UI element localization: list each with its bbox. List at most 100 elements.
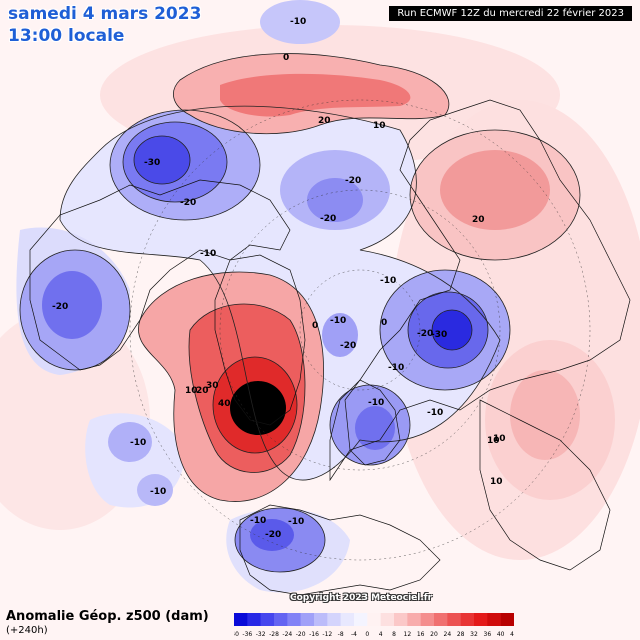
contour-label: -10 bbox=[130, 438, 146, 448]
contour-greenland-2 bbox=[188, 303, 306, 473]
contour-labels: -10 0 -30 -20 20 10 -20 -20 20 -10 -20 -… bbox=[52, 17, 506, 540]
legend-tick-label: -24 bbox=[282, 631, 292, 638]
contour-label: -20 bbox=[345, 176, 361, 186]
blue-anomaly-small-1 bbox=[322, 313, 358, 357]
contour-label: -30 bbox=[431, 330, 447, 340]
contour-north-band bbox=[173, 53, 450, 135]
latitude-ring-outer bbox=[129, 99, 591, 561]
contour-label: 0 bbox=[283, 53, 289, 63]
legend-tick-label: -28 bbox=[269, 631, 279, 638]
legend-swatch bbox=[247, 613, 261, 626]
contour-alaska-1 bbox=[109, 109, 261, 221]
legend-swatch bbox=[447, 613, 461, 626]
legend-swatch bbox=[340, 613, 355, 626]
contour-label: -10 bbox=[150, 487, 166, 497]
legend-swatch bbox=[314, 613, 328, 626]
legend-tick-label: 28 bbox=[457, 631, 465, 638]
legend-swatch bbox=[367, 613, 381, 626]
legend-tick-label: -12 bbox=[322, 631, 332, 638]
contour-label: -20 bbox=[340, 341, 356, 351]
legend-tick-label: -40 bbox=[234, 631, 239, 638]
blue-anomaly-russia-core bbox=[432, 310, 472, 350]
run-info-banner: Run ECMWF 12Z du mercredi 22 février 202… bbox=[389, 6, 632, 21]
contour-label: 10 bbox=[493, 434, 506, 444]
blue-anomaly-scandinavia-core bbox=[355, 406, 395, 450]
color-legend: -40-36-32-28-24-20-16-12-8-4048121620242… bbox=[234, 613, 514, 638]
red-anomaly-asia-core bbox=[510, 370, 580, 460]
legend-swatch bbox=[380, 613, 395, 626]
grid-lines bbox=[129, 99, 591, 561]
contour-label: -20 bbox=[265, 530, 281, 540]
legend-tick-label: 40 bbox=[497, 631, 505, 638]
contour-label: 0 bbox=[381, 318, 387, 328]
legend-swatch bbox=[260, 613, 275, 626]
blue-anomaly-mediterranean-core bbox=[250, 519, 294, 551]
contour-russia-2 bbox=[407, 291, 489, 369]
contour-label: 20 bbox=[318, 116, 331, 126]
legend-swatch bbox=[407, 613, 421, 626]
red-anomaly-north-band-core bbox=[220, 73, 411, 117]
map-variable-label: Anomalie Géop. z500 (dam) bbox=[6, 609, 209, 624]
blue-anomaly-small-3 bbox=[137, 474, 173, 506]
legend-swatch bbox=[354, 613, 368, 626]
legend-swatch bbox=[474, 613, 488, 626]
legend-tick-label: -8 bbox=[338, 631, 344, 638]
contour-label: -10 bbox=[290, 17, 306, 27]
legend-tick-label: 36 bbox=[484, 631, 492, 638]
legend-swatch bbox=[460, 613, 475, 626]
contour-label: 10 bbox=[490, 477, 503, 487]
contour-label: -20 bbox=[52, 302, 68, 312]
legend-tick-label: 0 bbox=[365, 631, 369, 638]
contour-label: -20 bbox=[180, 198, 196, 208]
legend-tick-label: -36 bbox=[242, 631, 252, 638]
legend-swatch bbox=[487, 613, 501, 626]
contour-label: 10 bbox=[487, 436, 500, 446]
contour-label: -30 bbox=[144, 158, 160, 168]
contour-label: 10 bbox=[185, 386, 198, 396]
blue-anomaly-small-2 bbox=[108, 422, 152, 462]
blue-anomaly-arctic-core bbox=[307, 178, 363, 222]
contour-label: -10 bbox=[330, 316, 346, 326]
contour-label: 20 bbox=[196, 386, 209, 396]
legend-swatch bbox=[287, 613, 301, 626]
legend-tick-label: 8 bbox=[392, 631, 396, 638]
legend-tick-label: 20 bbox=[430, 631, 438, 638]
contour-label: -10 bbox=[200, 249, 216, 259]
contour-siberia bbox=[409, 129, 581, 261]
contour-zero-line bbox=[59, 105, 501, 481]
contour-label: 10 bbox=[373, 121, 386, 131]
blue-anomaly-top bbox=[260, 0, 340, 44]
contour-label: -10 bbox=[427, 408, 443, 418]
red-anomaly-siberia-core bbox=[440, 150, 550, 230]
legend-tick-label: 12 bbox=[404, 631, 412, 638]
contour-label: 20 bbox=[472, 215, 485, 225]
latitude-ring-inner bbox=[299, 269, 421, 391]
legend-swatch bbox=[500, 613, 514, 626]
forecast-time: 13:00 locale bbox=[8, 26, 125, 46]
legend-tick-label: 32 bbox=[470, 631, 478, 638]
legend-tick-label: -32 bbox=[256, 631, 266, 638]
contour-label: -20 bbox=[320, 214, 336, 224]
contour-label: 0 bbox=[312, 321, 318, 331]
legend-swatch bbox=[234, 613, 248, 626]
contour-label: -20 bbox=[417, 329, 433, 339]
contour-russia-1 bbox=[379, 269, 511, 391]
coastline-scandinavia bbox=[344, 379, 401, 466]
legend-swatch bbox=[394, 613, 408, 626]
legend-swatch bbox=[300, 613, 315, 626]
legend-tick-label: -4 bbox=[351, 631, 357, 638]
legend-tick-label: -20 bbox=[296, 631, 306, 638]
legend-tick-label: 16 bbox=[417, 631, 425, 638]
blue-anomaly-us-core bbox=[42, 271, 102, 339]
legend-tick-label: 24 bbox=[444, 631, 452, 638]
contour-alaska-3 bbox=[133, 135, 191, 185]
contour-lines bbox=[19, 53, 581, 573]
contour-label: 30 bbox=[206, 381, 219, 391]
copyright-text: Copyright 2023 Meteociel.fr bbox=[290, 593, 433, 603]
coastline-eurasia bbox=[329, 99, 631, 482]
red-anomaly-greenland-peak bbox=[230, 381, 286, 435]
coastline-greenland bbox=[214, 254, 306, 426]
contour-label: 40 bbox=[218, 399, 231, 409]
legend-swatch bbox=[327, 613, 341, 626]
legend-tick-label: -16 bbox=[309, 631, 319, 638]
